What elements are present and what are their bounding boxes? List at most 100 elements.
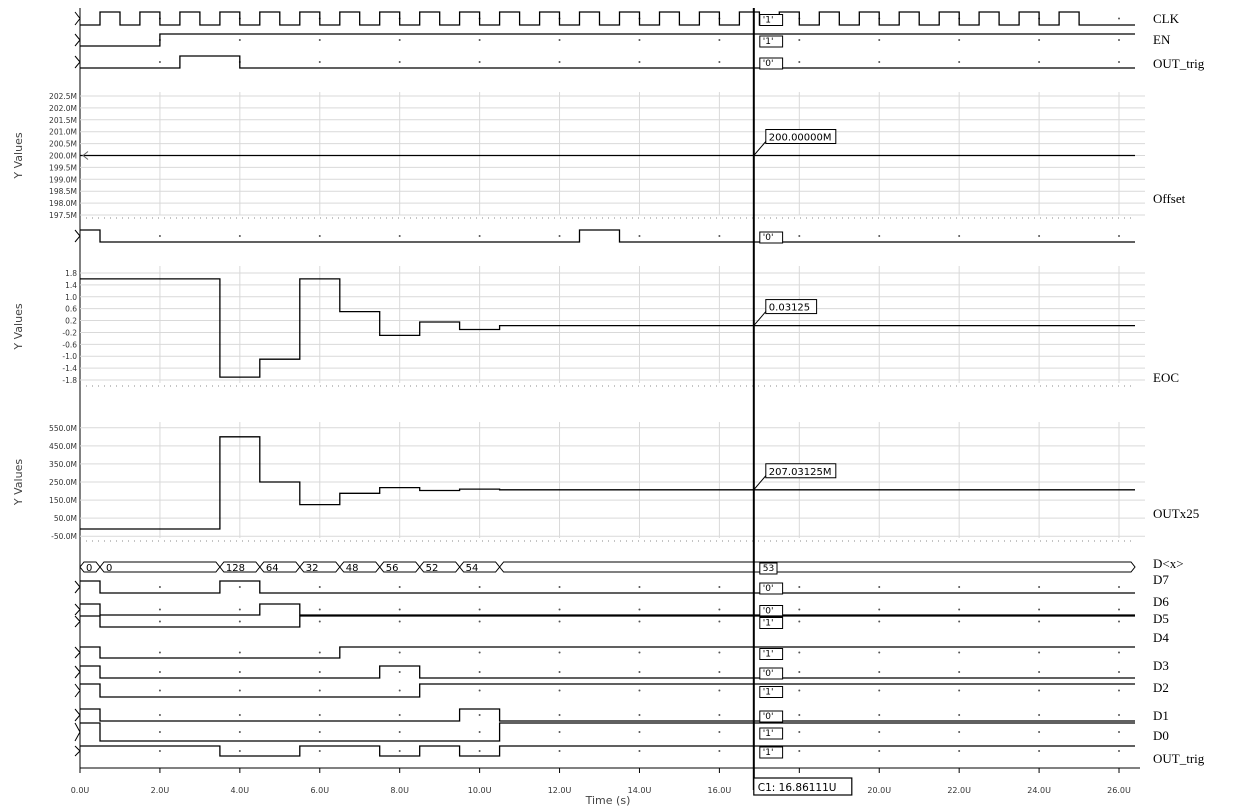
grid-dot — [1038, 714, 1041, 716]
grid-dot — [1118, 235, 1121, 237]
grid-dot — [478, 750, 481, 752]
cursor-value-box — [759, 231, 784, 244]
cursor-value-box — [759, 648, 784, 660]
grid-dot — [558, 586, 561, 588]
bus-value: 52 — [426, 563, 439, 574]
cursor-value-box — [759, 35, 784, 48]
bus-value: 56 — [386, 563, 399, 574]
x-tick-label: 14.0U — [628, 786, 652, 795]
grid-dot — [1118, 61, 1121, 63]
cursor-value-box — [759, 562, 778, 575]
grid-dot — [318, 620, 321, 623]
grid-dot — [1118, 39, 1121, 41]
grid-dot — [398, 714, 401, 716]
cursor-value-text: '0' — [763, 233, 774, 243]
cursor-value-box — [759, 746, 784, 759]
grid-dot — [1038, 671, 1041, 673]
cursor-value-box — [765, 463, 837, 479]
cursor-value-text: 53 — [763, 564, 774, 574]
waveform-trace — [80, 33, 1135, 47]
cursor-value-text: '0' — [763, 59, 774, 69]
grid-dot — [158, 61, 161, 63]
waveform-trace — [80, 665, 1135, 679]
bus-value: 64 — [266, 563, 279, 574]
signal-name-d6: D6 — [1153, 594, 1169, 609]
grid-dot — [238, 714, 241, 716]
offset-marker — [82, 151, 89, 160]
grid-dot — [798, 620, 801, 623]
grid-dot — [1038, 39, 1041, 41]
y-tick-label: 1.8 — [65, 269, 77, 278]
grid-dot — [638, 714, 641, 716]
waveform-trace — [80, 683, 1135, 698]
grid-dot — [158, 586, 161, 588]
cursor-value-text: '1' — [763, 650, 774, 660]
signal-bracket — [74, 646, 81, 659]
grid-dot — [1038, 586, 1041, 588]
grid-dot — [1038, 235, 1041, 237]
cursor-value-text: '1' — [763, 16, 774, 26]
grid-dot — [478, 586, 481, 588]
grid-dot — [718, 39, 721, 41]
grid-dot — [1038, 731, 1041, 733]
x-tick-label: 0.0U — [71, 786, 90, 795]
grid-dot — [558, 620, 561, 623]
grid-dot — [238, 235, 241, 237]
grid-dot — [958, 750, 961, 752]
y-axis-title: Y Values — [12, 459, 25, 506]
grid-dot — [1038, 750, 1041, 752]
cursor-value: 207.03125M — [765, 463, 837, 479]
grid-dot — [398, 620, 401, 623]
cursor-value-text: '1' — [763, 688, 774, 698]
grid-dot — [718, 235, 721, 237]
grid-dot — [238, 586, 241, 588]
signal-name-out-trig: OUT_trig — [1153, 56, 1205, 71]
cursor-value: '0' — [759, 582, 784, 595]
cursor-value-box — [759, 710, 784, 723]
signal-name-d1: D1 — [1153, 708, 1169, 723]
grid-dot — [318, 714, 321, 716]
grid-dot — [878, 39, 881, 41]
grid-dot — [558, 671, 561, 673]
grid-dot — [878, 620, 881, 623]
waveform-trace — [80, 722, 1135, 742]
grid-dot — [958, 689, 961, 692]
cursor-value: '1' — [759, 686, 784, 698]
grid-dot — [638, 235, 641, 237]
grid-dot — [558, 61, 561, 63]
grid-dot — [798, 61, 801, 63]
cursor-value-text: '1' — [763, 37, 774, 47]
cursor-readout-box — [753, 777, 853, 796]
grid-dot — [318, 61, 321, 63]
grid-dot — [238, 608, 241, 611]
grid-dot — [478, 39, 481, 41]
grid-dot — [398, 750, 401, 752]
signal-name-clk: CLK — [1153, 11, 1180, 26]
grid-dot — [718, 608, 721, 611]
y-tick-label: 198.5M — [49, 187, 77, 196]
grid-dot — [638, 750, 641, 752]
x-tick-label: 2.0U — [151, 786, 170, 795]
grid-dot — [958, 39, 961, 41]
cursor-value-box — [759, 57, 784, 70]
bus-value: 32 — [306, 563, 319, 574]
grid-dot — [398, 671, 401, 673]
signal-name-d0: D0 — [1153, 728, 1169, 743]
grid-dot — [558, 731, 561, 733]
cursor-value-box — [759, 727, 784, 740]
grid-dot — [158, 689, 161, 692]
grid-dot — [478, 689, 481, 692]
grid-dot — [158, 671, 161, 673]
grid-dot — [638, 61, 641, 63]
y-tick-label: -0.2 — [62, 328, 77, 337]
waveform-trace — [80, 436, 1135, 530]
grid-dot — [638, 39, 641, 41]
cursor-value: 0.03125 — [765, 299, 818, 315]
y-tick-label: 199.0M — [49, 175, 77, 184]
bus-segment — [99, 561, 221, 573]
signal-bracket — [74, 722, 81, 742]
grid-dot — [958, 586, 961, 588]
grid-dot — [878, 586, 881, 588]
grid-dot — [158, 608, 161, 611]
x-tick-label: 12.0U — [548, 786, 572, 795]
